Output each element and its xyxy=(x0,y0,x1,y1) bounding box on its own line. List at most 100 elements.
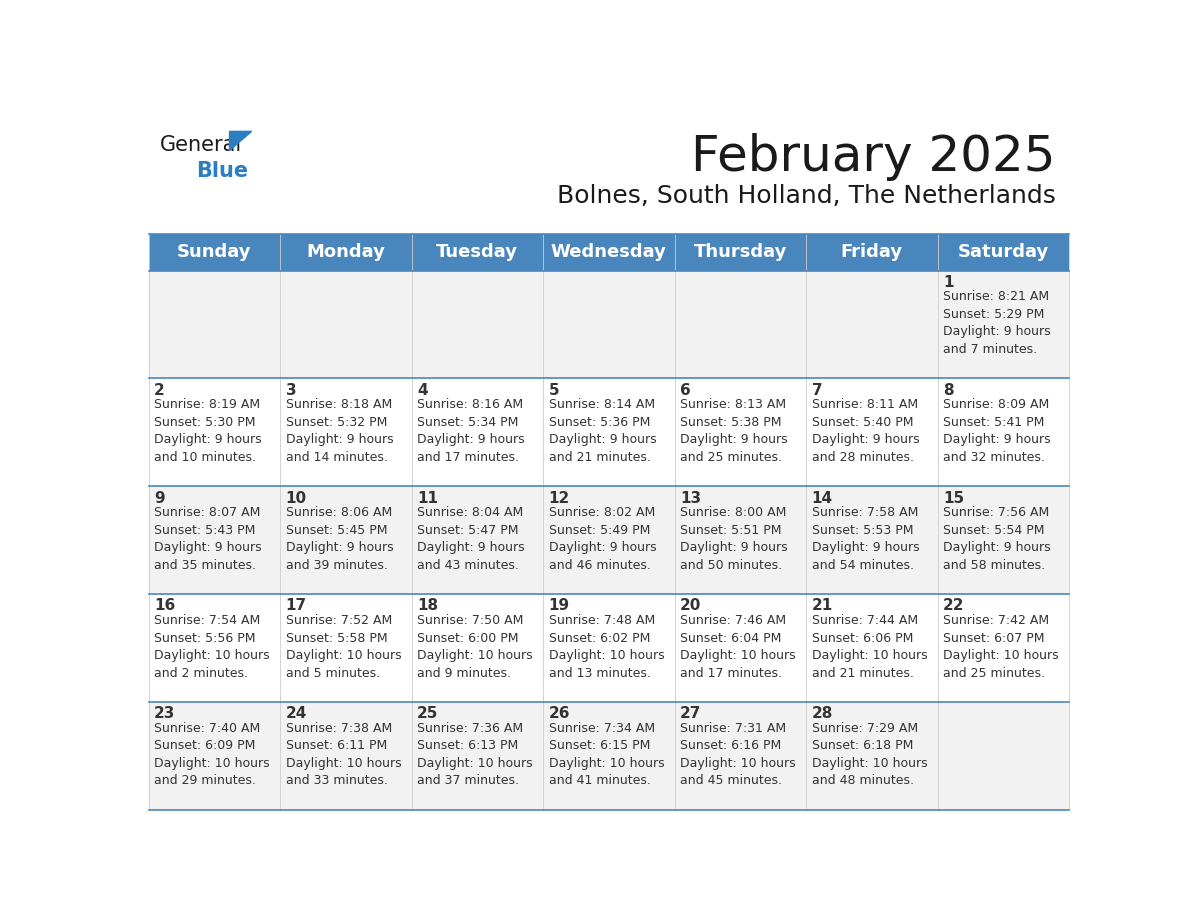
Bar xyxy=(807,594,937,702)
Text: Sunrise: 7:50 AM
Sunset: 6:00 PM
Daylight: 10 hours
and 9 minutes.: Sunrise: 7:50 AM Sunset: 6:00 PM Dayligh… xyxy=(417,614,532,679)
Bar xyxy=(280,234,411,271)
Text: Bolnes, South Holland, The Netherlands: Bolnes, South Holland, The Netherlands xyxy=(556,185,1055,208)
Text: Sunrise: 8:19 AM
Sunset: 5:30 PM
Daylight: 9 hours
and 10 minutes.: Sunrise: 8:19 AM Sunset: 5:30 PM Dayligh… xyxy=(154,398,261,464)
Bar xyxy=(543,702,675,810)
Text: Thursday: Thursday xyxy=(694,243,788,262)
Bar xyxy=(543,234,675,271)
Text: Saturday: Saturday xyxy=(958,243,1049,262)
Text: 9: 9 xyxy=(154,490,165,506)
Text: 18: 18 xyxy=(417,599,438,613)
Bar xyxy=(411,271,543,378)
Text: Sunrise: 8:21 AM
Sunset: 5:29 PM
Daylight: 9 hours
and 7 minutes.: Sunrise: 8:21 AM Sunset: 5:29 PM Dayligh… xyxy=(943,290,1051,356)
Bar xyxy=(411,378,543,487)
Bar xyxy=(807,487,937,594)
Text: Sunday: Sunday xyxy=(177,243,252,262)
Text: Sunrise: 7:56 AM
Sunset: 5:54 PM
Daylight: 9 hours
and 58 minutes.: Sunrise: 7:56 AM Sunset: 5:54 PM Dayligh… xyxy=(943,506,1051,572)
Bar xyxy=(937,234,1069,271)
Bar xyxy=(675,594,807,702)
Text: Sunrise: 8:04 AM
Sunset: 5:47 PM
Daylight: 9 hours
and 43 minutes.: Sunrise: 8:04 AM Sunset: 5:47 PM Dayligh… xyxy=(417,506,525,572)
Text: 7: 7 xyxy=(811,383,822,397)
Text: Sunrise: 7:44 AM
Sunset: 6:06 PM
Daylight: 10 hours
and 21 minutes.: Sunrise: 7:44 AM Sunset: 6:06 PM Dayligh… xyxy=(811,614,928,679)
Text: Sunrise: 7:54 AM
Sunset: 5:56 PM
Daylight: 10 hours
and 2 minutes.: Sunrise: 7:54 AM Sunset: 5:56 PM Dayligh… xyxy=(154,614,270,679)
Bar xyxy=(807,702,937,810)
Bar xyxy=(543,594,675,702)
Text: Sunrise: 7:40 AM
Sunset: 6:09 PM
Daylight: 10 hours
and 29 minutes.: Sunrise: 7:40 AM Sunset: 6:09 PM Dayligh… xyxy=(154,722,270,788)
Bar xyxy=(543,378,675,487)
Text: Monday: Monday xyxy=(307,243,385,262)
Bar xyxy=(280,594,411,702)
Text: Sunrise: 8:16 AM
Sunset: 5:34 PM
Daylight: 9 hours
and 17 minutes.: Sunrise: 8:16 AM Sunset: 5:34 PM Dayligh… xyxy=(417,398,525,464)
Bar xyxy=(543,271,675,378)
Text: Sunrise: 7:46 AM
Sunset: 6:04 PM
Daylight: 10 hours
and 17 minutes.: Sunrise: 7:46 AM Sunset: 6:04 PM Dayligh… xyxy=(681,614,796,679)
Text: Sunrise: 8:00 AM
Sunset: 5:51 PM
Daylight: 9 hours
and 50 minutes.: Sunrise: 8:00 AM Sunset: 5:51 PM Dayligh… xyxy=(681,506,788,572)
Bar xyxy=(411,702,543,810)
Bar xyxy=(411,234,543,271)
Text: Sunrise: 7:42 AM
Sunset: 6:07 PM
Daylight: 10 hours
and 25 minutes.: Sunrise: 7:42 AM Sunset: 6:07 PM Dayligh… xyxy=(943,614,1059,679)
Text: 23: 23 xyxy=(154,706,176,722)
Bar xyxy=(807,271,937,378)
Text: 16: 16 xyxy=(154,599,176,613)
Text: 17: 17 xyxy=(285,599,307,613)
Text: Sunrise: 8:09 AM
Sunset: 5:41 PM
Daylight: 9 hours
and 32 minutes.: Sunrise: 8:09 AM Sunset: 5:41 PM Dayligh… xyxy=(943,398,1051,464)
Text: Sunrise: 8:06 AM
Sunset: 5:45 PM
Daylight: 9 hours
and 39 minutes.: Sunrise: 8:06 AM Sunset: 5:45 PM Dayligh… xyxy=(285,506,393,572)
Text: 27: 27 xyxy=(681,706,701,722)
Bar xyxy=(675,487,807,594)
Bar xyxy=(675,702,807,810)
Text: 11: 11 xyxy=(417,490,438,506)
Text: 22: 22 xyxy=(943,599,965,613)
Text: Blue: Blue xyxy=(196,161,248,181)
Bar xyxy=(675,271,807,378)
Bar xyxy=(148,378,280,487)
Bar xyxy=(148,234,280,271)
Text: Sunrise: 7:34 AM
Sunset: 6:15 PM
Daylight: 10 hours
and 41 minutes.: Sunrise: 7:34 AM Sunset: 6:15 PM Dayligh… xyxy=(549,722,664,788)
Bar xyxy=(937,271,1069,378)
Text: 21: 21 xyxy=(811,599,833,613)
Bar xyxy=(675,234,807,271)
Text: 24: 24 xyxy=(285,706,307,722)
Bar xyxy=(148,487,280,594)
Bar xyxy=(543,487,675,594)
Text: 12: 12 xyxy=(549,490,570,506)
Text: 3: 3 xyxy=(285,383,296,397)
Bar xyxy=(807,234,937,271)
Bar xyxy=(675,378,807,487)
Polygon shape xyxy=(229,131,252,151)
Text: Sunrise: 7:52 AM
Sunset: 5:58 PM
Daylight: 10 hours
and 5 minutes.: Sunrise: 7:52 AM Sunset: 5:58 PM Dayligh… xyxy=(285,614,402,679)
Text: Sunrise: 8:14 AM
Sunset: 5:36 PM
Daylight: 9 hours
and 21 minutes.: Sunrise: 8:14 AM Sunset: 5:36 PM Dayligh… xyxy=(549,398,656,464)
Bar xyxy=(937,702,1069,810)
Bar xyxy=(280,487,411,594)
Bar xyxy=(807,378,937,487)
Text: Sunrise: 7:58 AM
Sunset: 5:53 PM
Daylight: 9 hours
and 54 minutes.: Sunrise: 7:58 AM Sunset: 5:53 PM Dayligh… xyxy=(811,506,920,572)
Bar xyxy=(937,594,1069,702)
Text: 20: 20 xyxy=(681,599,701,613)
Text: Friday: Friday xyxy=(841,243,903,262)
Text: Sunrise: 7:48 AM
Sunset: 6:02 PM
Daylight: 10 hours
and 13 minutes.: Sunrise: 7:48 AM Sunset: 6:02 PM Dayligh… xyxy=(549,614,664,679)
Text: 6: 6 xyxy=(681,383,691,397)
Text: Sunrise: 8:02 AM
Sunset: 5:49 PM
Daylight: 9 hours
and 46 minutes.: Sunrise: 8:02 AM Sunset: 5:49 PM Dayligh… xyxy=(549,506,656,572)
Bar xyxy=(411,487,543,594)
Text: Sunrise: 7:31 AM
Sunset: 6:16 PM
Daylight: 10 hours
and 45 minutes.: Sunrise: 7:31 AM Sunset: 6:16 PM Dayligh… xyxy=(681,722,796,788)
Text: 28: 28 xyxy=(811,706,833,722)
Text: 4: 4 xyxy=(417,383,428,397)
Text: Sunrise: 8:11 AM
Sunset: 5:40 PM
Daylight: 9 hours
and 28 minutes.: Sunrise: 8:11 AM Sunset: 5:40 PM Dayligh… xyxy=(811,398,920,464)
Bar xyxy=(937,487,1069,594)
Text: 8: 8 xyxy=(943,383,954,397)
Text: Sunrise: 7:36 AM
Sunset: 6:13 PM
Daylight: 10 hours
and 37 minutes.: Sunrise: 7:36 AM Sunset: 6:13 PM Dayligh… xyxy=(417,722,532,788)
Text: 14: 14 xyxy=(811,490,833,506)
Bar xyxy=(411,594,543,702)
Bar xyxy=(280,702,411,810)
Text: Sunrise: 8:07 AM
Sunset: 5:43 PM
Daylight: 9 hours
and 35 minutes.: Sunrise: 8:07 AM Sunset: 5:43 PM Dayligh… xyxy=(154,506,261,572)
Text: 5: 5 xyxy=(549,383,560,397)
Text: 1: 1 xyxy=(943,274,954,290)
Text: 15: 15 xyxy=(943,490,965,506)
Bar xyxy=(148,594,280,702)
Text: Sunrise: 8:18 AM
Sunset: 5:32 PM
Daylight: 9 hours
and 14 minutes.: Sunrise: 8:18 AM Sunset: 5:32 PM Dayligh… xyxy=(285,398,393,464)
Text: 19: 19 xyxy=(549,599,570,613)
Text: Wednesday: Wednesday xyxy=(551,243,666,262)
Text: 26: 26 xyxy=(549,706,570,722)
Text: Sunrise: 7:29 AM
Sunset: 6:18 PM
Daylight: 10 hours
and 48 minutes.: Sunrise: 7:29 AM Sunset: 6:18 PM Dayligh… xyxy=(811,722,928,788)
Text: 10: 10 xyxy=(285,490,307,506)
Text: General: General xyxy=(159,135,242,155)
Text: 13: 13 xyxy=(681,490,701,506)
Bar xyxy=(280,271,411,378)
